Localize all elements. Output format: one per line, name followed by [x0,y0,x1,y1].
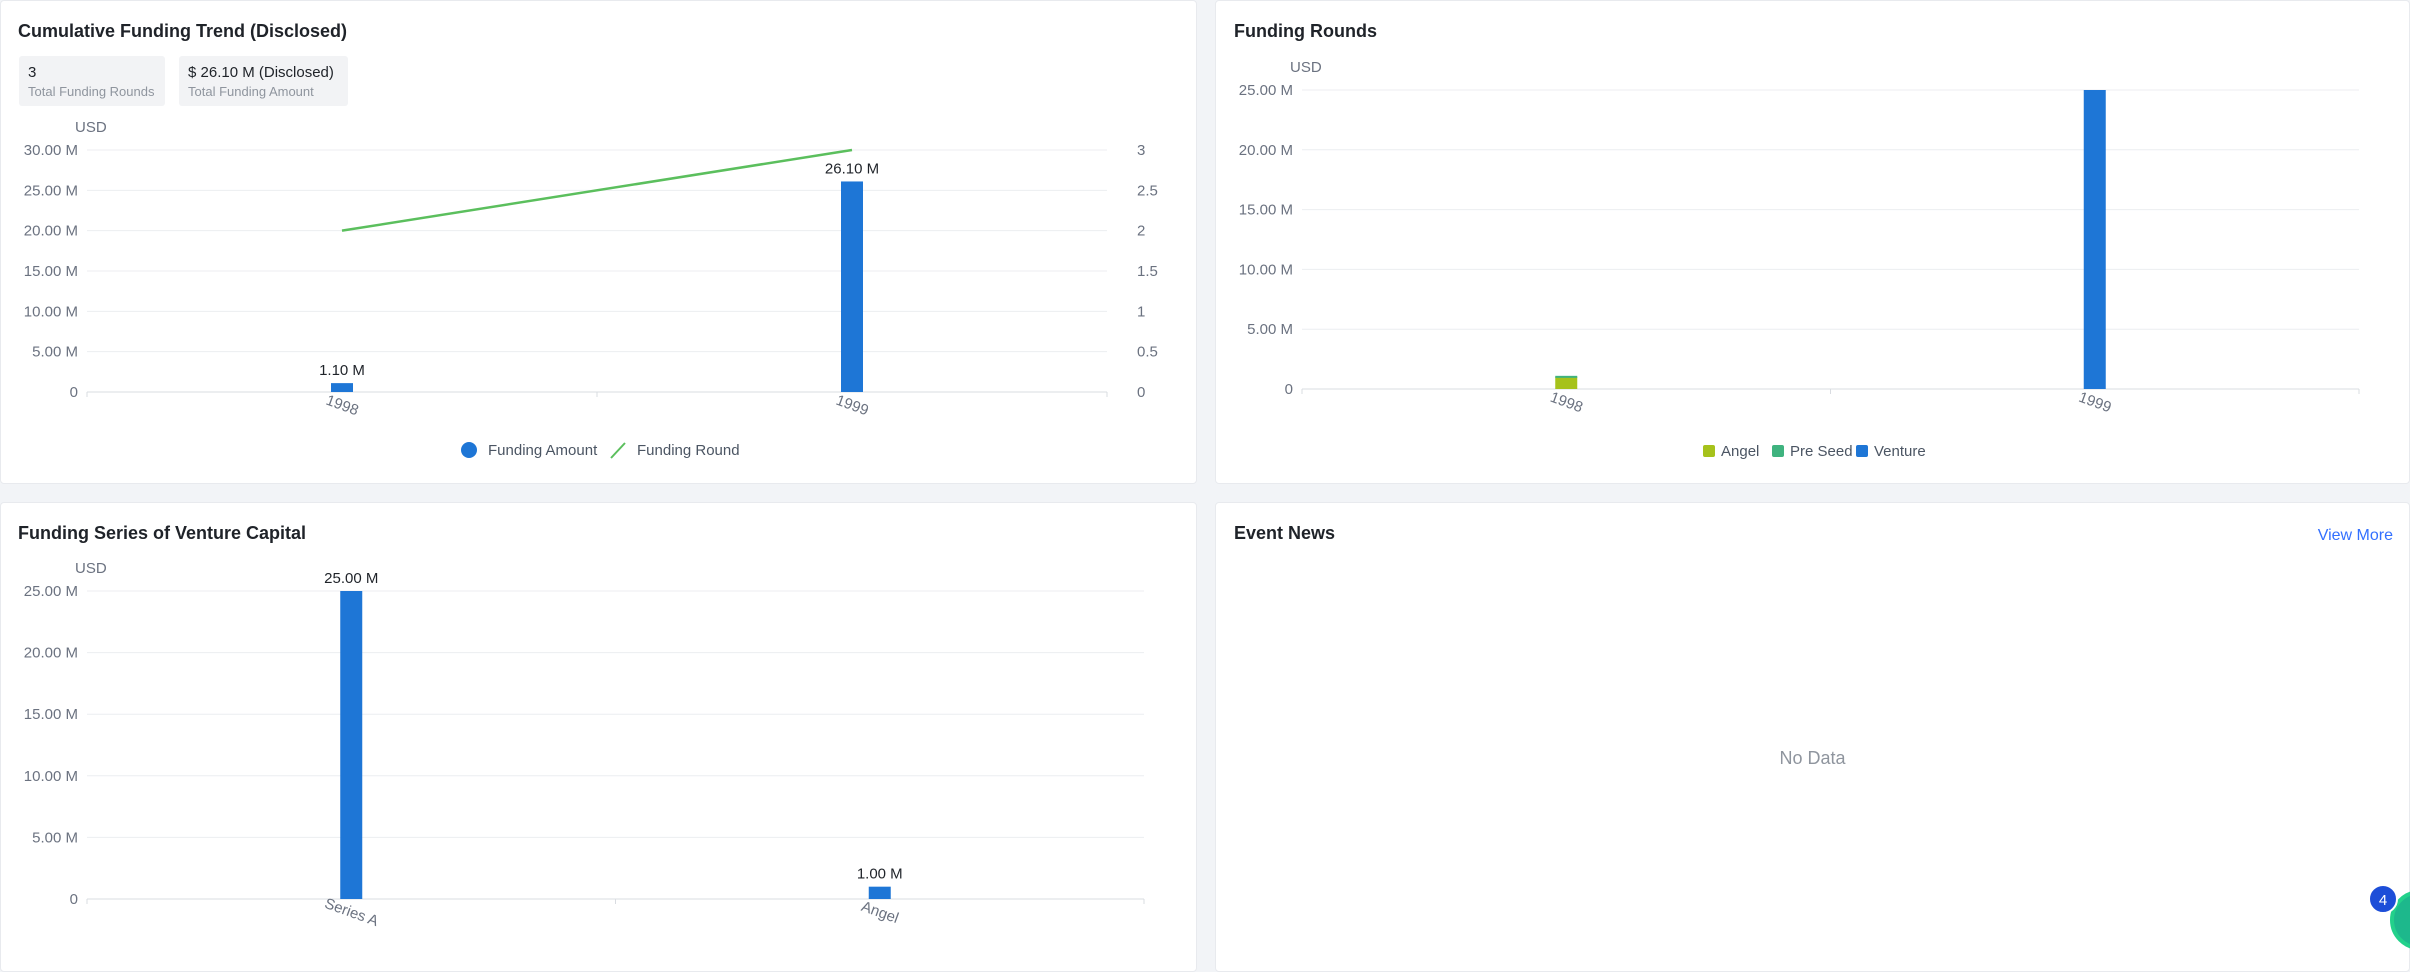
funding-trend-chart: 0 5.00 M 10.00 M 15.00 M 20.00 M 25.00 M 30.00… [1,1,1198,485]
y-tick-label: 15.00 M [24,263,78,280]
x-tick-label: 1999 [834,392,871,419]
view-more-link[interactable]: View More [2318,527,2393,545]
legend-pre-seed-icon [1772,445,1784,457]
y-tick-label: 25.00 M [24,583,78,600]
y-axis-unit: USD [75,119,107,136]
bar-funding-amount [841,181,863,392]
bar-data-label: 26.10 M [825,160,879,177]
y-tick-label: 5.00 M [32,829,78,846]
y-tick-label: 25.00 M [24,182,78,199]
y-tick-label: 0 [70,891,78,908]
y-tick-label: 20.00 M [1239,142,1293,159]
y-axis-unit: USD [75,560,107,577]
bar-funding-amount [331,383,353,392]
legend-pre-seed-label: Pre Seed [1790,443,1853,460]
y-tick-label: 5.00 M [1247,321,1293,338]
y2-tick-label: 1.5 [1137,263,1158,280]
y-tick-label: 0 [70,384,78,401]
y2-tick-label: 3 [1137,142,1145,159]
y-tick-label: 10.00 M [1239,261,1293,278]
y-tick-label: 25.00 M [1239,82,1293,99]
legend-venture-icon [1856,445,1868,457]
bar-series-amount [869,887,891,899]
y-tick-label: 0 [1285,381,1293,398]
bar-angel [1555,377,1577,389]
y2-tick-label: 2 [1137,223,1145,240]
funding-rounds-card: Funding Rounds 05.00 M10.00 M15.00 M20.0… [1215,0,2410,484]
x-tick-label: Angel [859,898,901,927]
funding-trend-card: Cumulative Funding Trend (Disclosed) 3 T… [0,0,1197,484]
bar-pre-seed [1555,376,1577,378]
y-tick-label: 10.00 M [24,768,78,785]
legend-funding-amount-icon [461,442,477,458]
y-axis-unit: USD [1290,59,1322,76]
legend-funding-amount-label: Funding Amount [488,442,598,459]
y-tick-label: 20.00 M [24,645,78,662]
legend-angel-icon [1703,445,1715,457]
legend-funding-round-icon [611,443,625,458]
legend-angel-label: Angel [1721,443,1759,460]
notification-count-badge: 4 [2368,884,2398,914]
x-tick-label: 1999 [2076,389,2113,416]
funding-series-card: Funding Series of Venture Capital 05.00 … [0,502,1197,972]
funding-rounds-chart: 0 5.00 M 10.00 M 15.00 M 20.00 M 25.00 M USD 19… [1216,1,2410,485]
bar-venture [2084,90,2106,389]
x-tick-label: 1998 [1548,389,1585,416]
y-tick-label: 15.00 M [1239,202,1293,219]
bar-series-amount [340,591,362,899]
no-data-message: No Data [1216,748,2409,769]
y-tick-label: 20.00 M [24,223,78,240]
y-tick-label: 15.00 M [24,706,78,723]
y2-tick-label: 1 [1137,303,1145,320]
x-tick-label: Series A [322,895,380,930]
legend-funding-round-label: Funding Round [637,442,740,459]
funding-series-chart: 0 5.00 M 10.00 M 15.00 M 20.00 M 25.00 M USD Se… [1,503,1198,961]
y2-tick-label: 2.5 [1137,182,1158,199]
legend-venture-label: Venture [1874,443,1926,460]
x-tick-label: 1998 [324,392,361,419]
floating-assistant[interactable]: 4 [2368,884,2410,960]
bar-data-label: 25.00 M [324,570,378,587]
event-news-title: Event News [1234,523,1335,544]
bar-data-label: 1.10 M [319,362,365,379]
y-tick-label: 10.00 M [24,303,78,320]
event-news-card: Event News View More No Data [1215,502,2410,972]
y-tick-label: 30.00 M [24,142,78,159]
y2-tick-label: 0.5 [1137,344,1158,361]
y2-tick-label: 0 [1137,384,1145,401]
y-tick-label: 5.00 M [32,344,78,361]
bar-data-label: 1.00 M [857,866,903,883]
